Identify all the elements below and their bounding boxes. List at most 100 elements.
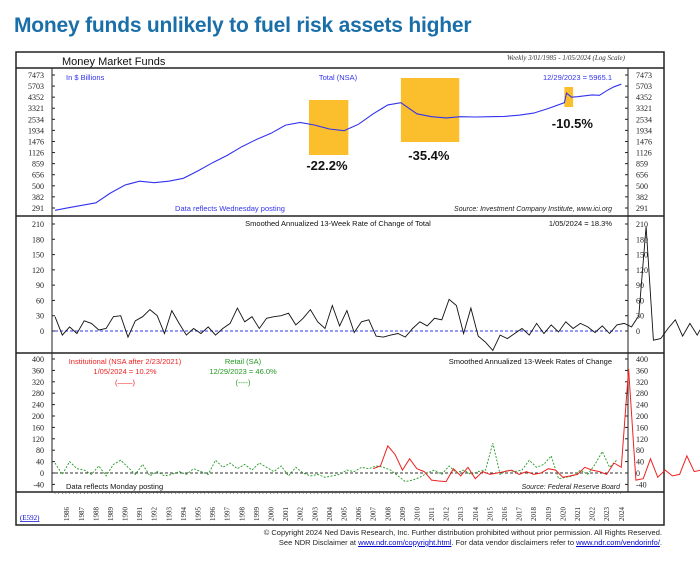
institutional-series-line xyxy=(373,368,700,483)
y-tick-label-left: 210 xyxy=(32,220,44,229)
y-tick-label-left: 400 xyxy=(32,355,44,364)
last-value-label: 12/29/2023 = 5965.1 xyxy=(543,73,612,82)
y-tick-label-left: 5703 xyxy=(28,82,44,91)
y-tick-label-right: 859 xyxy=(636,160,648,169)
posting-note: Data reflects Wednesday posting xyxy=(175,204,285,213)
decline-highlight xyxy=(564,87,574,107)
page-title: Money funds unlikely to fuel risk assets… xyxy=(14,14,472,37)
y-tick-label-left: 180 xyxy=(32,235,44,244)
y-tick-label-right: 120 xyxy=(636,266,648,275)
chart-header: Money Market Funds xyxy=(62,56,166,68)
chart-id-link[interactable]: (E592) xyxy=(20,514,40,522)
x-tick-label: 1996 xyxy=(209,507,217,522)
x-tick-label: 1987 xyxy=(78,507,86,522)
x-tick-label: 2013 xyxy=(457,507,465,522)
y-tick-label-left: 40 xyxy=(36,458,44,467)
y-tick-label-left: 4352 xyxy=(28,93,44,102)
y-tick-label-left: 240 xyxy=(32,401,44,410)
legend-institutional-marker: (——) xyxy=(115,378,135,387)
y-tick-label-right: 7473 xyxy=(636,71,652,80)
decline-highlight xyxy=(400,78,460,142)
y-tick-label-right: 210 xyxy=(636,220,648,229)
legend-retail-marker: (----) xyxy=(236,378,251,387)
x-tick-label: 2019 xyxy=(545,507,553,522)
y-tick-label-right: 240 xyxy=(636,401,648,410)
x-tick-label: 2016 xyxy=(501,507,509,522)
x-tick-label: 2011 xyxy=(428,507,436,521)
y-tick-label-left: 150 xyxy=(32,251,44,260)
y-tick-label-left: 160 xyxy=(32,423,44,432)
vendorinfo-link[interactable]: www.ndr.com/vendorinfo/ xyxy=(576,538,660,547)
y-tick-label-right: 1934 xyxy=(636,126,652,135)
x-tick-label: 2005 xyxy=(340,507,348,522)
x-tick-label: 1993 xyxy=(165,507,173,522)
y-tick-label-right: 656 xyxy=(636,171,648,180)
copyright-line: © Copyright 2024 Ned Davis Research, Inc… xyxy=(263,528,662,537)
y-tick-label-left: 3321 xyxy=(28,104,44,113)
x-tick-label: 2004 xyxy=(326,507,334,522)
x-tick-label: 2000 xyxy=(268,507,276,522)
y-tick-label-right: 500 xyxy=(636,182,648,191)
rate-of-change-line xyxy=(54,226,700,352)
y-tick-label-left: 90 xyxy=(36,281,44,290)
x-tick-label: 1992 xyxy=(151,507,159,522)
y-tick-label-right: 150 xyxy=(636,251,648,260)
y-tick-label-left: 656 xyxy=(32,171,44,180)
y-tick-label-right: 360 xyxy=(636,366,648,375)
x-tick-label: 1991 xyxy=(136,507,144,522)
x-tick-label: 2002 xyxy=(297,507,305,522)
y-tick-label-left: 0 xyxy=(40,469,44,478)
y-tick-label-right: 291 xyxy=(636,204,648,213)
x-tick-label: 2009 xyxy=(399,507,407,522)
y-tick-label-left: 1476 xyxy=(28,137,44,146)
x-tick-label: 2020 xyxy=(559,507,567,522)
x-tick-label: 2017 xyxy=(516,507,524,522)
y-tick-label-right: 320 xyxy=(636,378,648,387)
chart-frame xyxy=(15,51,665,526)
y-tick-label-left: 2534 xyxy=(28,115,44,124)
y-tick-label-right: -40 xyxy=(636,480,647,489)
y-tick-label-right: 200 xyxy=(636,412,648,421)
source-label: Source: Federal Reserve Board xyxy=(522,484,622,491)
y-tick-label-left: 859 xyxy=(32,160,44,169)
y-tick-label-right: 180 xyxy=(636,235,648,244)
y-tick-label-right: 40 xyxy=(636,458,644,467)
decline-label: -22.2% xyxy=(306,158,348,173)
y-tick-label-left: 120 xyxy=(32,435,44,444)
y-tick-label-right: 30 xyxy=(636,312,644,321)
x-tick-label: 2021 xyxy=(574,507,582,522)
copyright-link[interactable]: www.ndr.com/copyright.html xyxy=(358,538,452,547)
y-tick-label-left: 80 xyxy=(36,446,44,455)
x-tick-label: 1988 xyxy=(92,507,100,522)
x-tick-label: 1994 xyxy=(180,507,188,522)
x-tick-label: 1997 xyxy=(224,507,232,522)
y-tick-label-right: 0 xyxy=(636,327,640,336)
y-tick-label-left: 30 xyxy=(36,312,44,321)
units-label: In $ Billions xyxy=(66,73,105,82)
y-tick-label-right: 1476 xyxy=(636,137,652,146)
y-tick-label-left: 291 xyxy=(32,204,44,213)
y-tick-label-left: 1934 xyxy=(28,126,44,135)
y-tick-label-right: 90 xyxy=(636,281,644,290)
y-tick-label-left: 280 xyxy=(32,389,44,398)
retail-series-line xyxy=(54,442,618,483)
x-tick-label: 1990 xyxy=(122,507,130,522)
last-value-label: 1/05/2024 = 18.3% xyxy=(549,219,613,228)
y-tick-label-right: 3321 xyxy=(636,104,652,113)
legend-retail-value: 12/29/2023 = 46.0% xyxy=(209,367,277,376)
legend-institutional: Institutional (NSA after 2/23/2021) xyxy=(69,357,182,366)
y-tick-label-left: 360 xyxy=(32,366,44,375)
y-tick-label-right: 0 xyxy=(636,469,640,478)
panel-title: Smoothed Annualized 13-Week Rate of Chan… xyxy=(245,219,431,228)
decline-label: -10.5% xyxy=(552,116,594,131)
total-series-line xyxy=(54,83,622,211)
decline-highlight xyxy=(308,100,349,155)
x-tick-label: 2018 xyxy=(530,507,538,522)
y-tick-label-right: 4352 xyxy=(636,93,652,102)
x-tick-label: 2003 xyxy=(311,507,319,522)
disclaimer-line: See NDR Disclaimer at www.ndr.com/copyri… xyxy=(278,538,662,547)
x-tick-label: 1999 xyxy=(253,507,261,522)
y-tick-label-left: 500 xyxy=(32,182,44,191)
y-tick-label-left: 60 xyxy=(36,296,44,305)
